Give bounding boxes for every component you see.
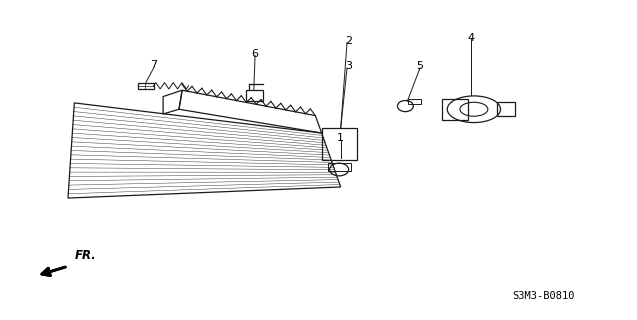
- Text: FR.: FR.: [75, 250, 96, 262]
- Text: 1: 1: [337, 133, 344, 143]
- Bar: [138, 83, 154, 89]
- Text: S3M3-B0810: S3M3-B0810: [512, 292, 575, 301]
- Bar: [322, 128, 357, 160]
- Bar: [246, 90, 263, 101]
- Text: 4: 4: [467, 33, 475, 43]
- Text: 7: 7: [150, 60, 157, 70]
- Text: 2: 2: [345, 36, 352, 46]
- Text: 6: 6: [252, 49, 259, 59]
- Bar: [497, 102, 515, 116]
- Bar: [327, 163, 350, 171]
- Bar: [408, 99, 420, 104]
- Text: 5: 5: [417, 61, 424, 71]
- Text: 3: 3: [345, 61, 352, 71]
- Bar: [442, 99, 468, 120]
